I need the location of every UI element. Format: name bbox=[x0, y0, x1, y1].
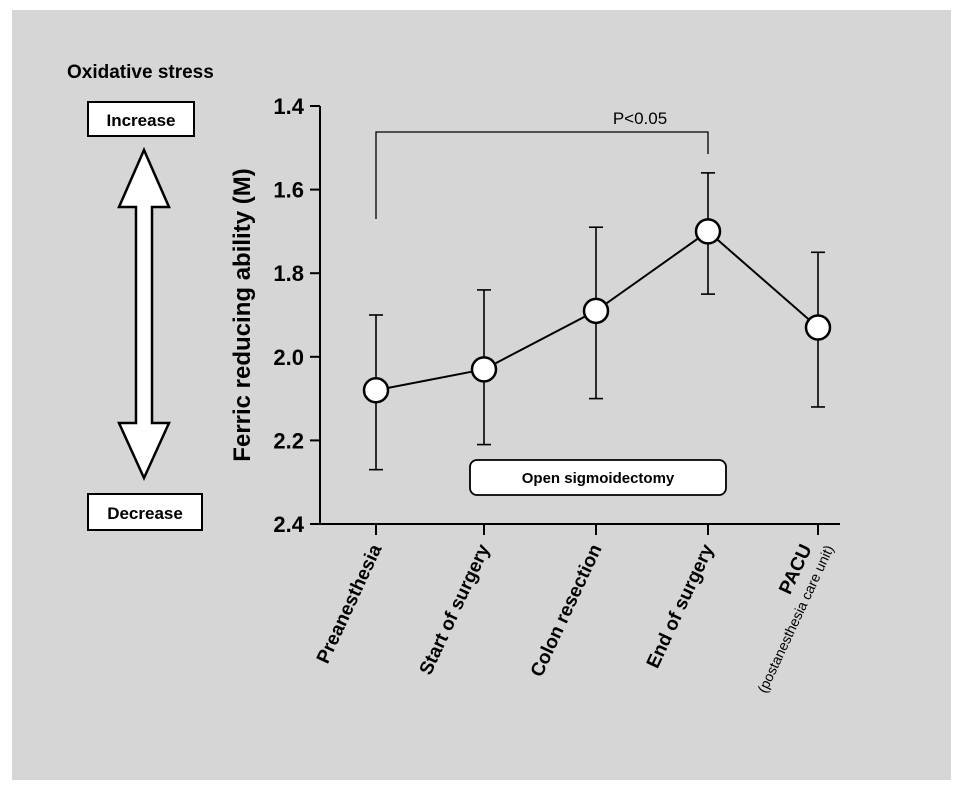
procedure-box bbox=[469, 459, 727, 496]
x-tick-labels: Preanesthesia Start of surgery Colon resec… bbox=[313, 541, 837, 695]
procedure-label: Open sigmoidectomy bbox=[522, 470, 675, 487]
oxidative-stress-title: Oxidative stress bbox=[67, 62, 214, 83]
y-tick-label: 2.0 bbox=[273, 345, 304, 370]
increase-label: Increase bbox=[107, 111, 176, 130]
x-tick-label: Colon resection bbox=[527, 541, 607, 680]
y-ticks: 1.4 1.6 1.8 2.0 2.2 2.4 bbox=[273, 94, 320, 537]
increase-box bbox=[87, 101, 195, 137]
decrease-label: Decrease bbox=[107, 504, 183, 523]
y-tick-label: 2.2 bbox=[273, 428, 304, 453]
y-tick-label: 1.4 bbox=[273, 94, 304, 119]
data-point bbox=[362, 376, 390, 404]
y-axis-title: Ferric reducing ability (M) bbox=[229, 168, 256, 461]
data-markers bbox=[362, 218, 832, 404]
y-tick-label: 1.6 bbox=[273, 178, 304, 203]
x-tick-label: Preanesthesia bbox=[313, 541, 387, 667]
x-tick-label: End of surgery bbox=[643, 541, 719, 672]
figure-panel bbox=[12, 10, 951, 780]
decrease-box bbox=[87, 493, 203, 531]
data-point bbox=[694, 218, 722, 245]
data-point bbox=[582, 297, 610, 325]
data-point bbox=[470, 356, 498, 383]
data-point bbox=[804, 314, 832, 341]
significance-bracket bbox=[375, 131, 709, 219]
x-tick-label: Start of surgery bbox=[416, 541, 495, 678]
double-arrow-icon bbox=[117, 146, 171, 482]
y-tick-label: 1.8 bbox=[273, 261, 304, 286]
x-ticks bbox=[375, 524, 819, 535]
y-tick-label: 2.4 bbox=[273, 512, 304, 537]
significance-label: P<0.05 bbox=[613, 109, 667, 128]
